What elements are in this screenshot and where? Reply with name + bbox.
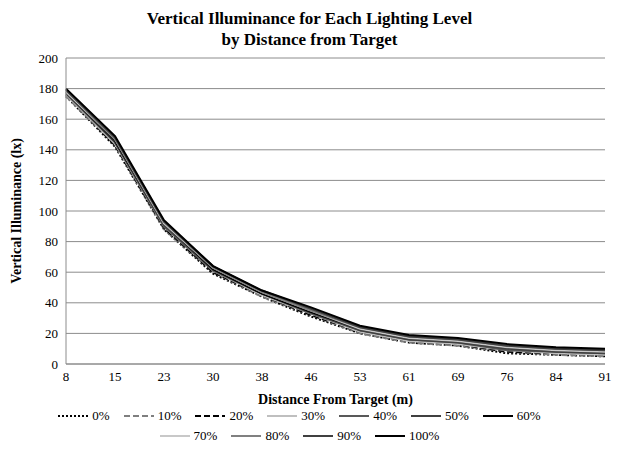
html-text:70%: 70% [193, 428, 218, 443]
svg-text:69: 69 [452, 369, 465, 384]
svg-text:0: 0 [52, 357, 59, 372]
svg-text:Vertical Illuminance (lx): Vertical Illuminance (lx) [9, 138, 25, 284]
svg-text:8: 8 [63, 369, 70, 384]
svg-text:61: 61 [403, 369, 416, 384]
html-text:20%: 20% [229, 408, 254, 423]
svg-text:38: 38 [256, 369, 269, 384]
svg-text:40: 40 [45, 295, 58, 310]
svg-text:53: 53 [354, 369, 367, 384]
svg-text:23: 23 [158, 369, 171, 384]
svg-text:80: 80 [45, 234, 58, 249]
svg-text:200: 200 [39, 51, 59, 66]
svg-text:180: 180 [39, 81, 59, 96]
html-text:40%: 40% [373, 408, 397, 423]
html-text:30%: 30% [301, 408, 326, 423]
html-text:Vertical Illuminance for Each: Vertical Illuminance for Each Lighting L… [146, 9, 473, 49]
svg-text:60: 60 [45, 265, 58, 280]
svg-text:84: 84 [550, 369, 564, 384]
html-text:50%: 50% [445, 408, 469, 423]
html-text:10%: 10% [157, 408, 182, 423]
svg-text:76: 76 [501, 369, 515, 384]
html-text:60%: 60% [516, 408, 541, 423]
svg-text:100: 100 [39, 204, 59, 219]
svg-text:120: 120 [39, 173, 59, 188]
svg-text:20: 20 [45, 326, 58, 341]
html-text:0%: 0% [92, 408, 110, 423]
svg-text:91: 91 [599, 369, 612, 384]
svg-text:15: 15 [109, 369, 122, 384]
svg-text:46: 46 [305, 369, 319, 384]
html-text:100%: 100% [409, 428, 440, 443]
html-text:90%: 90% [337, 428, 362, 443]
svg-text:Distance From Target (m): Distance From Target (m) [258, 392, 413, 408]
svg-text:140: 140 [39, 142, 59, 157]
svg-text:160: 160 [39, 112, 59, 127]
html-text:80%: 80% [265, 428, 290, 443]
svg-text:30: 30 [207, 369, 220, 384]
